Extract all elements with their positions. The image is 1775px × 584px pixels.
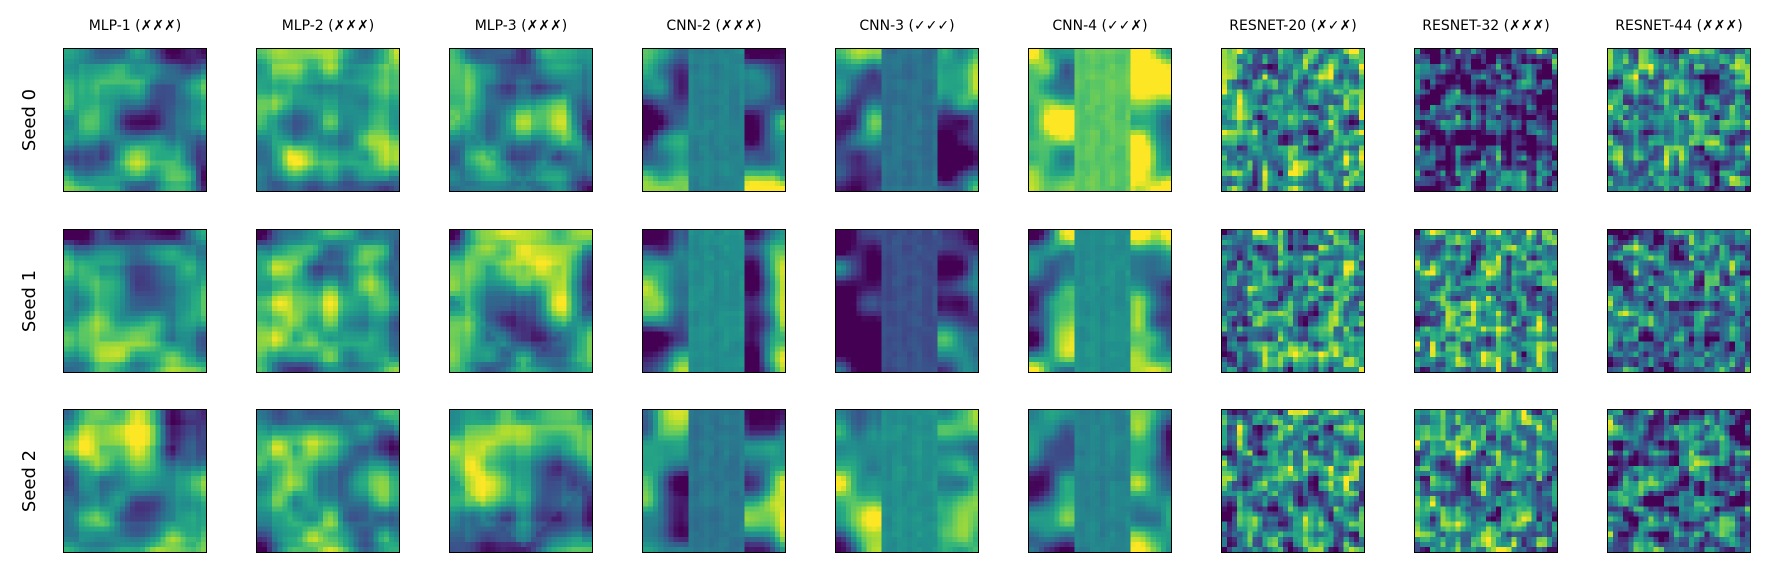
heatmap-panel xyxy=(642,48,786,192)
column-title: RESNET-44 (✗✗✗) xyxy=(1615,18,1743,34)
heatmap-panel xyxy=(63,48,207,192)
column-title: MLP-1 (✗✗✗) xyxy=(88,18,182,34)
heatmap-panel xyxy=(1414,48,1558,192)
heatmap-cells xyxy=(1608,410,1750,552)
heatmap-panel xyxy=(256,409,400,553)
heatmap-panel xyxy=(449,409,593,553)
heatmap-cells xyxy=(1608,230,1750,372)
heatmap-panel xyxy=(449,48,593,192)
heatmap-cells xyxy=(1608,49,1750,191)
column-title: RESNET-32 (✗✗✗) xyxy=(1422,18,1550,34)
heatmap-cells xyxy=(1029,230,1171,372)
column-title: CNN-3 (✓✓✓) xyxy=(859,18,955,34)
heatmap-panel xyxy=(1221,229,1365,373)
heatmap-cells xyxy=(64,49,206,191)
heatmap-cells xyxy=(1415,410,1557,552)
column-title: MLP-2 (✗✗✗) xyxy=(281,18,375,34)
column-title: MLP-3 (✗✗✗) xyxy=(474,18,568,34)
heatmap-panel xyxy=(1607,409,1751,553)
heatmap-cells xyxy=(836,230,978,372)
heatmap-cells xyxy=(257,49,399,191)
heatmap-cells xyxy=(1415,230,1557,372)
heatmap-panel xyxy=(1028,48,1172,192)
heatmap-cells xyxy=(1222,230,1364,372)
row-label: Seed 1 xyxy=(19,269,40,333)
heatmap-cells xyxy=(1029,410,1171,552)
heatmap-panel xyxy=(835,229,979,373)
heatmap-panel xyxy=(1607,229,1751,373)
row-label: Seed 2 xyxy=(19,449,40,513)
heatmap-cells xyxy=(643,49,785,191)
heatmap-cells xyxy=(257,230,399,372)
heatmap-cells xyxy=(836,410,978,552)
heatmap-panel xyxy=(1414,409,1558,553)
heatmap-panel xyxy=(1414,229,1558,373)
heatmap-cells xyxy=(1029,49,1171,191)
heatmap-panel xyxy=(642,409,786,553)
heatmap-panel xyxy=(835,48,979,192)
column-title: RESNET-20 (✗✓✗) xyxy=(1229,18,1357,34)
heatmap-cells xyxy=(1415,49,1557,191)
heatmap-cells xyxy=(450,230,592,372)
heatmap-panel xyxy=(1607,48,1751,192)
heatmap-cells xyxy=(64,230,206,372)
heatmap-panel xyxy=(1028,409,1172,553)
heatmap-cells xyxy=(450,49,592,191)
heatmap-cells xyxy=(836,49,978,191)
heatmap-panel xyxy=(63,409,207,553)
heatmap-panel xyxy=(1221,409,1365,553)
heatmap-panel xyxy=(256,48,400,192)
column-title: CNN-2 (✗✗✗) xyxy=(666,18,762,34)
heatmap-cells xyxy=(257,410,399,552)
heatmap-cells xyxy=(450,410,592,552)
column-title: CNN-4 (✓✓✗) xyxy=(1052,18,1148,34)
heatmap-panel xyxy=(835,409,979,553)
heatmap-cells xyxy=(64,410,206,552)
heatmap-cells xyxy=(1222,49,1364,191)
heatmap-panel xyxy=(1221,48,1365,192)
row-label: Seed 0 xyxy=(19,88,40,152)
heatmap-cells xyxy=(1222,410,1364,552)
heatmap-cells xyxy=(643,230,785,372)
heatmap-panel xyxy=(256,229,400,373)
heatmap-panel xyxy=(63,229,207,373)
heatmap-panel xyxy=(449,229,593,373)
heatmap-panel xyxy=(642,229,786,373)
heatmap-cells xyxy=(643,410,785,552)
heatmap-panel xyxy=(1028,229,1172,373)
